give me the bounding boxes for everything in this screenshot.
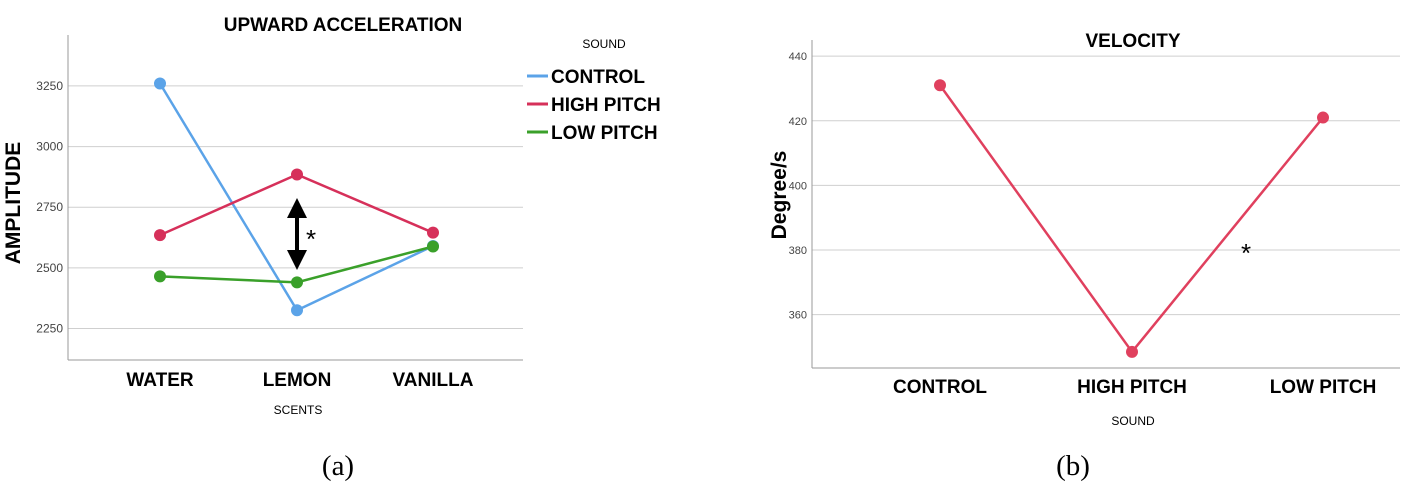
chart-b-data-point [1317, 111, 1329, 124]
chart-a-data-point [427, 240, 439, 253]
chart-a-data-point [291, 304, 303, 317]
chart-a-data-point [154, 270, 166, 283]
chart-b-caption: (b) [1056, 450, 1090, 482]
chart-a-y-ticks: 2250 2500 2750 3000 3250 [36, 79, 63, 336]
chart-a-legend-label: LOW PITCH [551, 123, 658, 144]
chart-b-y-tick-label: 400 [789, 180, 807, 192]
chart-a-series-lines [158, 82, 434, 312]
chart-b-data-point [1126, 345, 1138, 358]
chart-a-data-point [154, 77, 166, 90]
chart-b-data-point [934, 79, 946, 92]
chart-a-x-tick-label: LEMON [263, 370, 332, 391]
chart-b-y-tick-label: 440 [789, 51, 807, 63]
chart-a-title: UPWARD ACCELERATION [224, 15, 463, 36]
chart-b-x-ticks: CONTROL HIGH PITCH LOW PITCH [893, 377, 1376, 398]
chart-a-data-point [154, 229, 166, 242]
chart-b-series-line [938, 84, 1324, 354]
chart-b: 360 380 400 420 440 CONTROL HIGH PITCH LOW PIT… [768, 31, 1400, 482]
chart-a-legend: SOUND CONTROL HIGH PITCH LOW PITCH [527, 37, 661, 144]
chart-b-y-axis-label: Degree/s [768, 151, 791, 240]
chart-a-x-axis-label: SCENTS [274, 403, 323, 417]
chart-b-series-points [934, 79, 1329, 358]
chart-a-legend-label: CONTROL [551, 67, 645, 88]
chart-a-x-ticks: WATER LEMON VANILLA [126, 370, 473, 391]
chart-b-y-tick-label: 360 [789, 310, 807, 322]
chart-b-title: VELOCITY [1085, 31, 1180, 52]
chart-a-data-point [427, 226, 439, 239]
chart-b-y-ticks: 360 380 400 420 440 [789, 51, 807, 322]
chart-a-caption: (a) [322, 450, 354, 482]
chart-a-series-line [158, 82, 434, 312]
chart-b-x-axis-label: SOUND [1111, 414, 1155, 428]
chart-a-legend-title: SOUND [582, 37, 626, 51]
chart-a-annotation: * [306, 224, 316, 254]
chart-a-x-tick-label: VANILLA [393, 370, 474, 391]
chart-a-y-tick-label: 2750 [36, 200, 63, 214]
chart-a-y-axis-label: AMPLITUDE [2, 142, 25, 265]
chart-b-x-tick-label: LOW PITCH [1270, 377, 1377, 398]
chart-a-y-tick-label: 2250 [36, 321, 63, 335]
chart-a-data-point [291, 276, 303, 289]
chart-b-gridlines [812, 55, 1400, 316]
chart-b-annotation: * [1241, 238, 1251, 268]
chart-a-y-tick-label: 3000 [36, 140, 63, 154]
chart-b-series-lines [938, 84, 1324, 354]
chart-a-legend-label: HIGH PITCH [551, 95, 661, 116]
chart-a-data-point [291, 168, 303, 181]
chart-b-y-tick-label: 420 [789, 116, 807, 128]
chart-a-x-tick-label: WATER [126, 370, 193, 391]
chart-a-series-points [154, 77, 439, 317]
chart-b-x-tick-label: CONTROL [893, 377, 987, 398]
chart-b-x-tick-label: HIGH PITCH [1077, 377, 1187, 398]
chart-a-y-tick-label: 2500 [36, 261, 63, 275]
chart-a-y-tick-label: 3250 [36, 79, 63, 93]
chart-a: 2250 2500 2750 3000 3250 WATER LEMON VANILLA *… [2, 15, 661, 482]
chart-b-y-tick-label: 380 [789, 245, 807, 257]
